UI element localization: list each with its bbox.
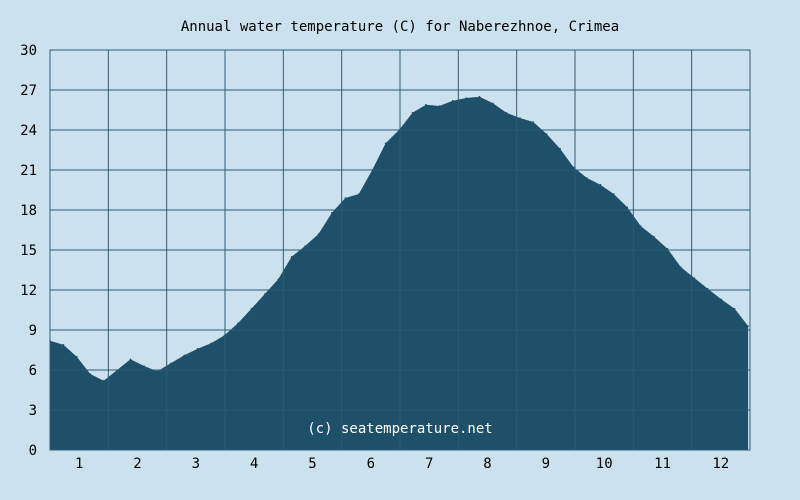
data-point: [693, 277, 696, 279]
y-tick-label: 30: [20, 43, 37, 59]
data-point: [156, 370, 159, 373]
data-point: [451, 99, 454, 102]
y-tick-label: 18: [20, 203, 37, 219]
y-axis-tick-labels: 0 3 6 9 12 15 18 21 24 27 30: [20, 43, 37, 459]
x-tick-label: 9: [542, 456, 550, 472]
data-point: [304, 245, 306, 247]
x-axis-tick-labels: 1 2 3 4 5 6 7 8 9 10 11 12: [75, 456, 729, 472]
x-tick-label: 8: [483, 456, 491, 472]
data-point: [290, 255, 293, 258]
data-point: [733, 307, 736, 310]
data-point: [129, 358, 132, 361]
x-tick-label: 5: [308, 456, 316, 472]
data-point: [237, 322, 239, 325]
data-point: [102, 379, 105, 382]
y-tick-label: 0: [29, 443, 37, 459]
data-point: [62, 343, 65, 346]
x-tick-label: 1: [75, 456, 83, 472]
data-point: [720, 298, 722, 301]
data-point: [572, 166, 575, 169]
y-tick-label: 6: [29, 363, 37, 379]
data-point: [250, 307, 253, 310]
data-point: [89, 373, 92, 375]
y-tick-label: 15: [20, 243, 37, 259]
x-tick-label: 11: [654, 456, 671, 472]
chart-title: Annual water temperature (C) for Naberez…: [180, 19, 620, 35]
data-point: [559, 147, 561, 150]
data-point: [384, 142, 387, 145]
x-tick-label: 7: [425, 456, 433, 472]
y-tick-label: 27: [20, 83, 37, 99]
data-point: [143, 365, 145, 367]
grid: [49, 49, 751, 451]
data-point: [264, 293, 266, 295]
x-tick-label: 10: [596, 456, 613, 472]
data-point: [317, 233, 320, 235]
data-point: [492, 102, 494, 105]
data-point: [210, 342, 212, 345]
data-point: [478, 95, 481, 98]
data-point: [411, 111, 414, 114]
data-point: [196, 347, 199, 350]
x-tick-label: 3: [192, 456, 200, 472]
data-point: [465, 97, 468, 99]
data-point: [331, 211, 333, 214]
data-point: [425, 103, 427, 106]
data-point: [613, 193, 615, 195]
x-tick-label: 12: [712, 456, 729, 472]
data-point: [76, 355, 78, 358]
data-point: [626, 206, 629, 209]
watermark-annotation: (c) seatemperature.net: [307, 421, 492, 437]
data-point: [438, 105, 441, 107]
data-point: [586, 177, 588, 179]
data-point: [344, 197, 347, 199]
data-point: [747, 325, 749, 327]
y-tick-label: 24: [20, 123, 37, 139]
y-tick-label: 9: [29, 323, 37, 339]
data-point: [183, 354, 185, 357]
y-tick-label: 21: [20, 163, 37, 179]
data-point: [680, 266, 682, 269]
x-tick-label: 4: [250, 456, 258, 472]
x-tick-label: 6: [367, 456, 375, 472]
data-point: [639, 225, 642, 227]
data-point: [358, 193, 360, 195]
data-point: [519, 117, 521, 119]
plot-border: [49, 49, 751, 451]
area-layer: [49, 95, 749, 450]
data-point: [532, 121, 535, 123]
data-point: [170, 362, 172, 365]
temperature-area: [50, 96, 749, 450]
data-point: [599, 183, 602, 186]
data-point: [545, 133, 548, 135]
data-point: [707, 287, 709, 290]
y-tick-label: 12: [20, 283, 37, 299]
data-point: [277, 278, 280, 281]
data-point: [505, 111, 508, 114]
data-point: [653, 235, 655, 238]
x-tick-label: 2: [133, 456, 141, 472]
data-point: [666, 247, 669, 250]
y-tick-label: 3: [29, 403, 37, 419]
